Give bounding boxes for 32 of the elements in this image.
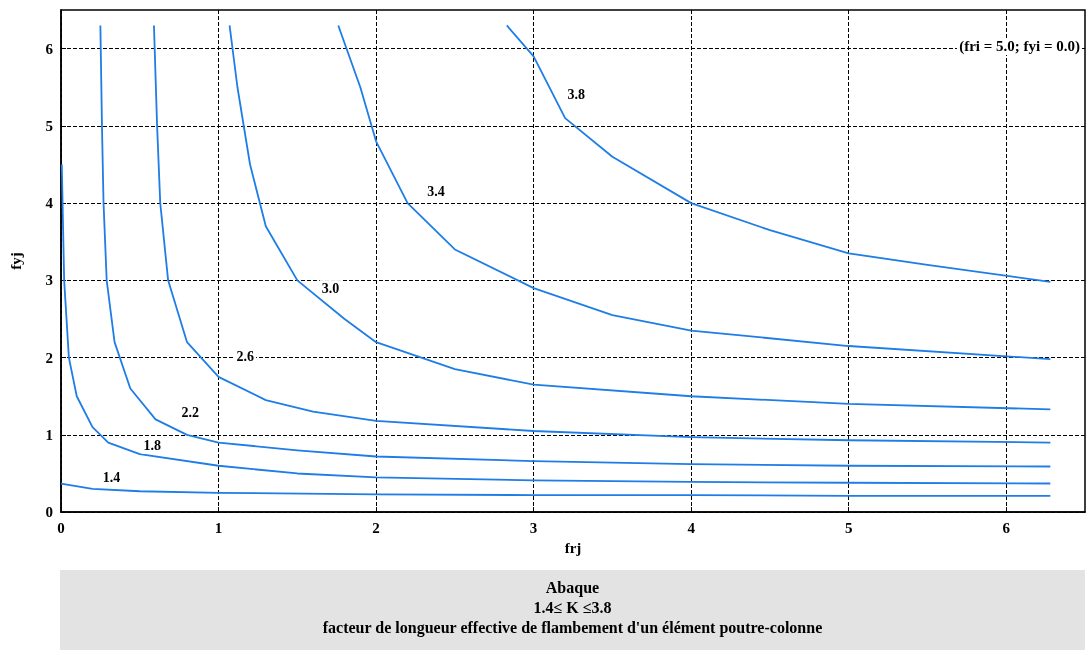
y-tick-label: 4 <box>45 195 54 212</box>
text: facteur de longueur effective de flambement d'un élément poutre-colonne <box>321 618 824 638</box>
y-tick-label: 0 <box>45 504 53 521</box>
x-tick-label: 5 <box>844 519 853 536</box>
text: 1.4≤ K ≤3.8 <box>532 598 613 618</box>
line-series <box>60 482 1052 497</box>
y-tick-label: 6 <box>45 40 54 57</box>
x-tick-label: 6 <box>1002 519 1011 536</box>
line-series <box>337 24 1052 361</box>
y-tick-label: 2 <box>45 349 53 366</box>
y-tick-label: 3 <box>45 272 53 289</box>
line-series <box>228 24 1052 411</box>
annotation: 3.0 <box>321 280 340 296</box>
x-tick-label: 2 <box>372 519 380 536</box>
line-series <box>60 163 1052 485</box>
annotation: 3.4 <box>427 184 445 200</box>
x-axis-title: frj <box>564 539 582 556</box>
annotation: (fri = 5.0; fyi = 0.0) <box>957 38 1082 55</box>
annotation: 2.6 <box>236 348 255 364</box>
x-tick-label: 1 <box>214 519 223 536</box>
annotation: 3.8 <box>567 87 585 103</box>
annotation: 2.2 <box>181 404 199 420</box>
x-tick-label: 0 <box>57 519 65 536</box>
y-tick-label: 5 <box>45 117 53 134</box>
y-axis-title: fyj <box>7 252 24 270</box>
annotation: 1.8 <box>143 438 162 454</box>
text: Abaque <box>544 578 601 598</box>
y-tick-label: 1 <box>45 426 53 443</box>
x-tick-label: 3 <box>529 519 538 536</box>
x-tick-label: 4 <box>687 519 696 536</box>
annotation: 1.4 <box>102 469 121 485</box>
line-series <box>505 24 1052 283</box>
